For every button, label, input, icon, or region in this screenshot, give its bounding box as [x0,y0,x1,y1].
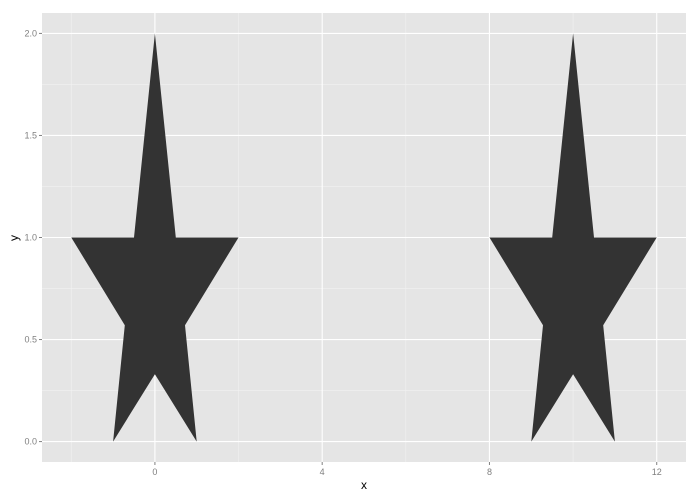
star-2-polygon [489,33,657,442]
x-tick-label: 0 [152,467,157,477]
y-tick-label: 1.5 [24,130,37,140]
x-axis-ticks: 0 4 8 12 [152,462,662,477]
y-axis-ticks: 0.0 0.5 1.0 1.5 2.0 [24,28,42,447]
x-tick-label: 4 [320,467,325,477]
y-tick-label: 0.0 [24,437,37,447]
y-axis-title: y [7,235,21,241]
star-1-polygon [71,33,239,442]
x-tick-label: 12 [652,467,662,477]
x-tick-label: 8 [487,467,492,477]
data-shapes [71,33,657,442]
y-tick-label: 0.5 [24,335,37,345]
y-tick-label: 2.0 [24,28,37,38]
x-axis-title: x [361,478,367,492]
y-tick-label: 1.0 [24,233,37,243]
